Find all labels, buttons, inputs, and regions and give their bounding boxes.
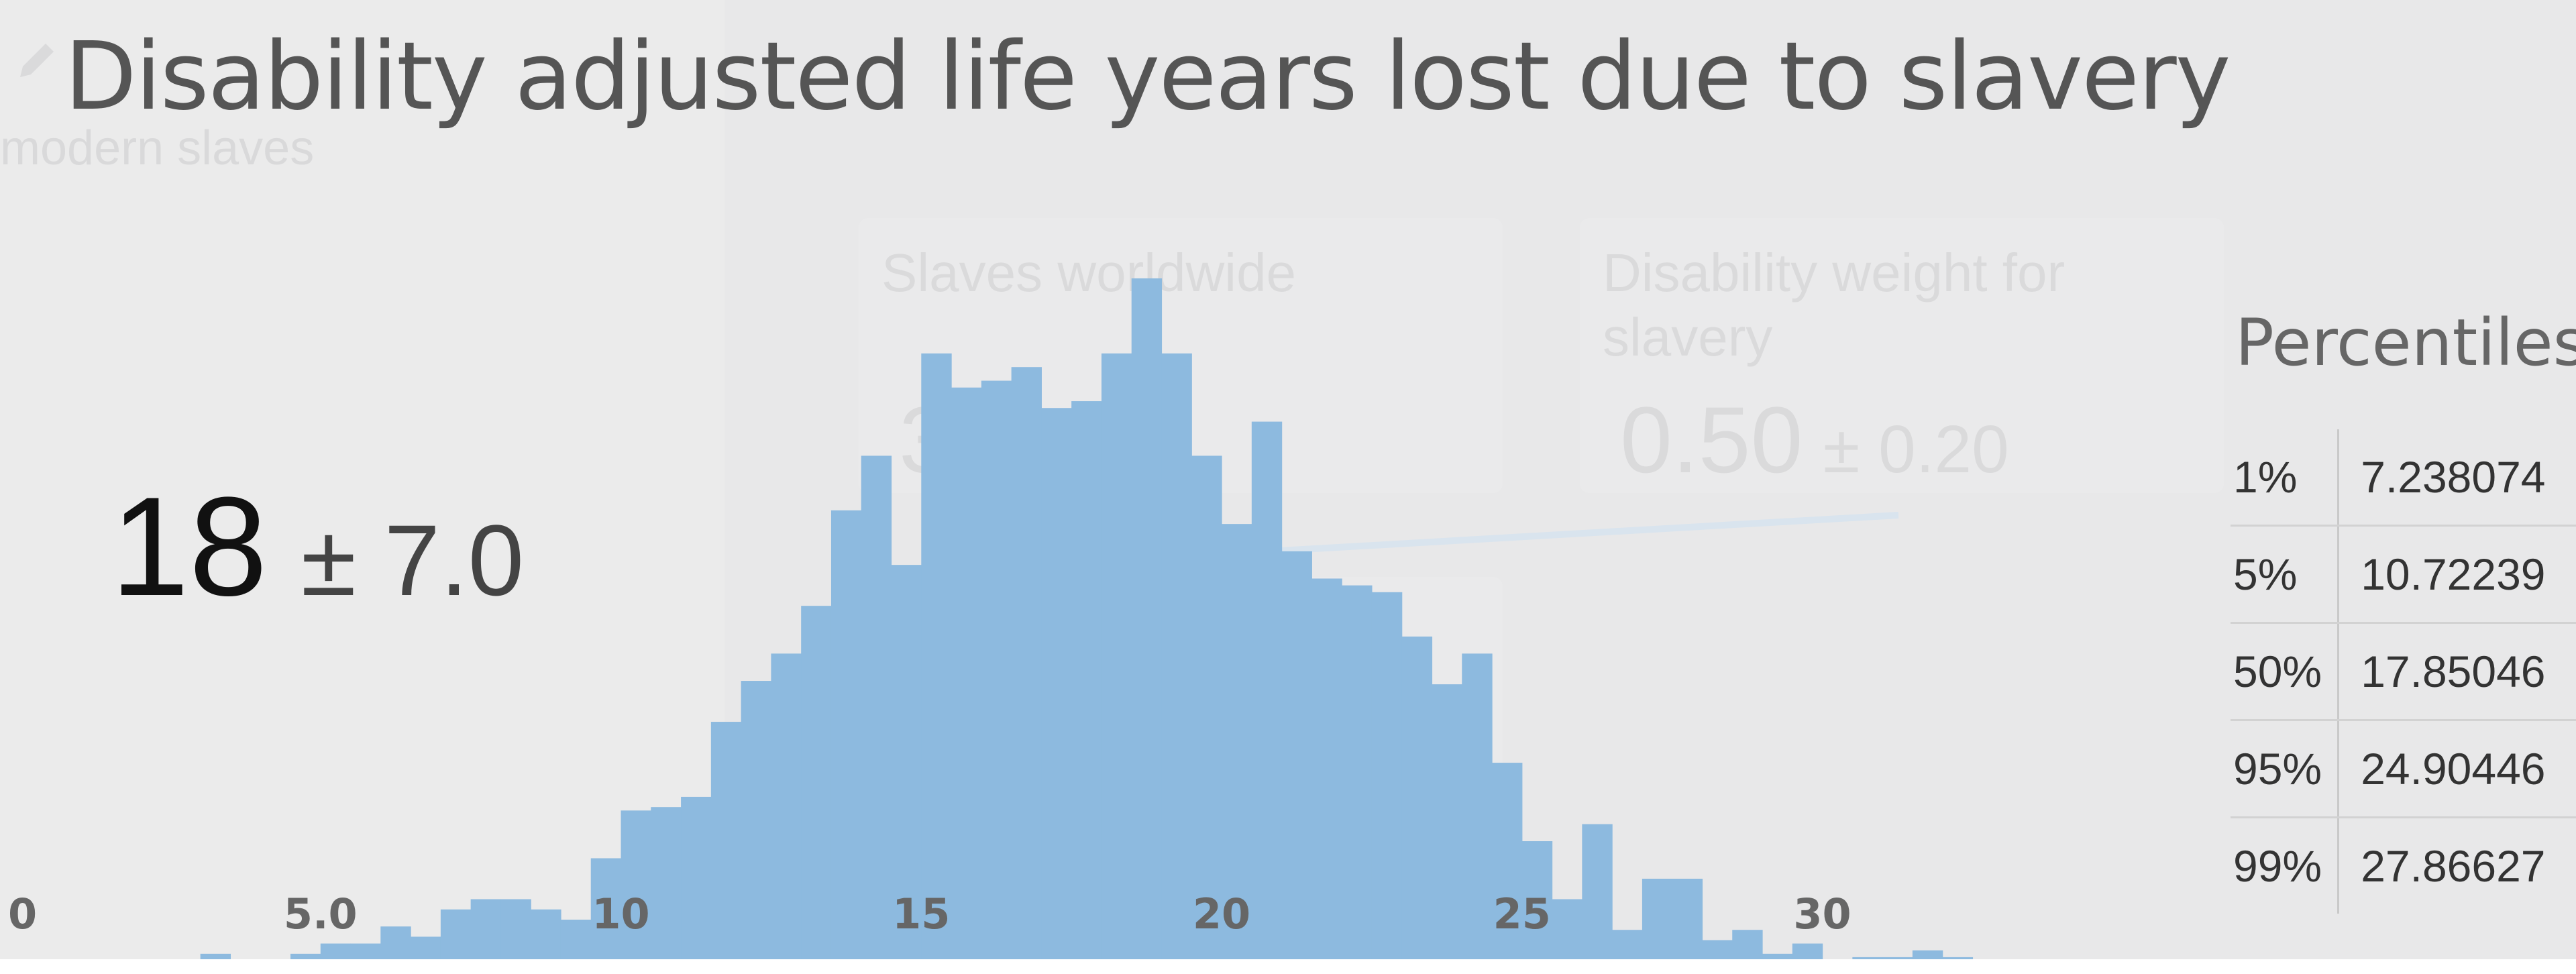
edit-pencil-icon (20, 44, 54, 77)
histogram-bars (200, 278, 1974, 959)
histogram-bar (801, 606, 832, 959)
mean-value: 18 (111, 468, 268, 625)
percentile-label: 50% (2231, 623, 2340, 721)
background-card-title: Slaves worldwide (881, 243, 1297, 303)
histogram-bar (470, 899, 502, 959)
percentile-row: 50% 17.85046 (2231, 623, 2576, 721)
percentile-row: 5% 10.72239 (2231, 525, 2576, 624)
percentile-value: 7.238074 (2338, 429, 2576, 527)
histogram-bar (1161, 353, 1192, 959)
histogram-bar (1462, 653, 1493, 959)
histogram-bar (1131, 278, 1163, 959)
background-connector (1267, 512, 1899, 555)
percentile-value: 27.86627 (2361, 841, 2546, 891)
x-tick-label: 15 (892, 889, 950, 938)
histogram-bar (1792, 943, 1823, 959)
percentile-label: 95% (2231, 720, 2340, 818)
histogram-bar (651, 807, 682, 959)
histogram-bar (1762, 953, 1793, 959)
histogram-bar (1011, 367, 1042, 959)
histogram-bar (1041, 408, 1072, 959)
background-card-title: Disability weight for slavery (1603, 243, 2065, 367)
histogram-bar (921, 353, 952, 959)
histogram-bar (1101, 353, 1132, 959)
histogram-bar (590, 858, 622, 959)
background-card-value: 0.50 ± 0.20 (1620, 387, 2009, 492)
percentile-value: 24.90446 (2338, 720, 2576, 818)
percentile-value: 17.85046 (2338, 623, 2576, 721)
histogram-bar (500, 899, 531, 959)
background-panel (0, 0, 724, 959)
histogram-bar (1732, 930, 1763, 959)
histogram-bar (440, 909, 472, 959)
histogram-bar (1521, 841, 1553, 959)
histogram-bar (861, 455, 892, 959)
histogram-bar (1432, 684, 1462, 959)
histogram-bar (830, 510, 862, 959)
percentile-label: 5% (2231, 525, 2340, 624)
percentiles-title: Percentiles (2235, 305, 2576, 380)
background-subtitle: modern slaves (0, 121, 315, 175)
histogram-bar (1702, 940, 1733, 959)
histogram-bar (1071, 401, 1102, 959)
histogram-bar (350, 943, 381, 959)
percentile-row: 99% 27.86627 (2231, 817, 2576, 914)
x-tick-label: 20 (1193, 889, 1250, 938)
histogram-bar (1311, 578, 1342, 959)
percentile-label: 99% (2231, 817, 2340, 914)
histogram-bar (1492, 763, 1523, 959)
x-tick-label: 5.0 (284, 889, 358, 938)
histogram-bar (1281, 551, 1312, 959)
histogram-bar (1552, 899, 1582, 959)
histogram-bar (1672, 878, 1703, 959)
histogram-bar (1852, 957, 1883, 959)
histogram-bar (1222, 524, 1252, 959)
histogram-bar (1912, 950, 1943, 959)
histogram-bar (710, 722, 742, 959)
x-tick-label: 30 (1793, 889, 1851, 938)
histogram-bar (681, 796, 712, 959)
histogram-bar (951, 387, 982, 959)
histogram-bar (1582, 824, 1613, 959)
x-tick-label: 10 (592, 889, 649, 938)
x-tick-label: 0 (8, 889, 37, 938)
histogram-bar (1191, 455, 1222, 959)
histogram-bar (1401, 636, 1433, 959)
histogram-bar (621, 810, 651, 959)
spread-value: ± 7.0 (301, 504, 525, 616)
page-title: Disability adjusted life years lost due … (64, 22, 2231, 131)
histogram-bar (1882, 957, 1913, 959)
histogram-bar (380, 926, 411, 959)
histogram-bar (891, 565, 922, 959)
histogram-bar (1642, 878, 1673, 959)
histogram-bar (560, 919, 592, 959)
histogram-bar (1942, 957, 1974, 959)
background-card-disability-weight: Disability weight for slavery 0.50 ± 0.20 (1580, 218, 2224, 493)
histogram-bar (741, 681, 772, 959)
summary-stat: 18 ± 7.0 (111, 470, 524, 637)
histogram-bar (411, 936, 441, 959)
histogram-bar (1251, 421, 1283, 959)
percentile-label: 1% (2231, 429, 2340, 527)
histogram-bar (1371, 592, 1403, 959)
histogram-bar (290, 953, 321, 959)
histogram-bar (531, 909, 561, 959)
histogram-bar (320, 943, 352, 959)
percentiles-table: 1% 7.238074 5% 10.72239 50% 17.85046 95%… (2231, 429, 2576, 914)
percentile-row: 1% 7.238074 (2231, 429, 2576, 527)
histogram-bar (1342, 585, 1373, 959)
histogram-bar (981, 380, 1012, 959)
percentile-value: 10.72239 (2338, 525, 2576, 624)
histogram-bar (771, 653, 802, 959)
x-axis-ticks: 0 5.0 10 15 20 25 30 (8, 889, 1851, 938)
percentile-row: 95% 24.90446 (2231, 720, 2576, 818)
x-tick-label: 25 (1493, 889, 1551, 938)
histogram-bar (1612, 930, 1643, 959)
histogram-bar (200, 953, 231, 959)
